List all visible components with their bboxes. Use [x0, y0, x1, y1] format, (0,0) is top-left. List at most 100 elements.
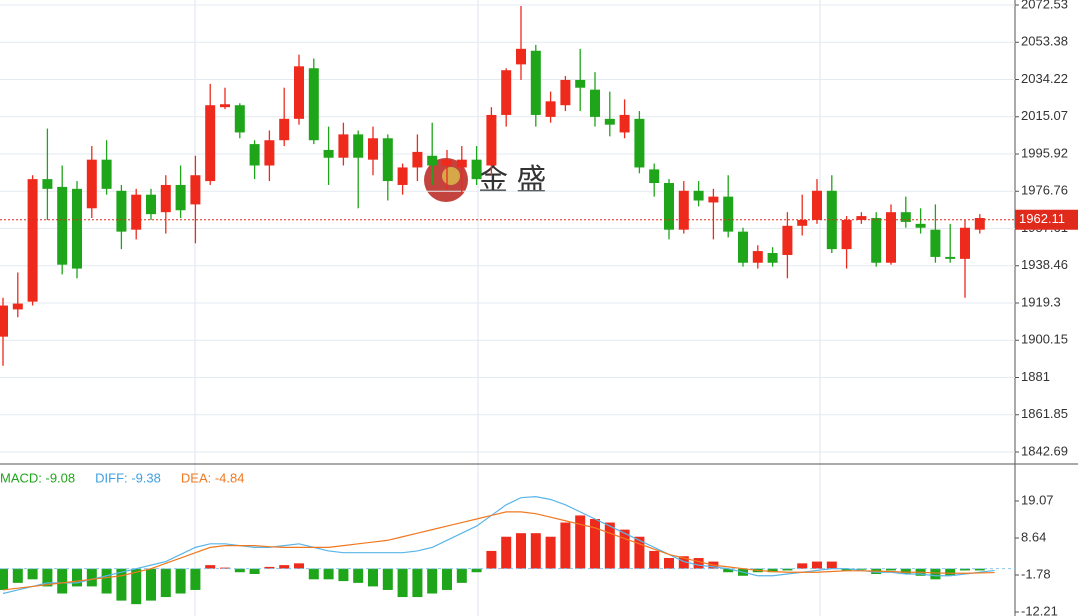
y-tick-label: 1976.76: [1021, 183, 1068, 198]
y-tick-label: 2015.07: [1021, 108, 1068, 123]
macd-bar: [664, 558, 674, 569]
macd-bar: [131, 568, 142, 605]
macd-bar: [27, 568, 38, 580]
macd-bar: [723, 568, 734, 573]
macd-bar: [397, 568, 408, 598]
candle-body: [678, 190, 689, 230]
candle-body: [368, 138, 378, 160]
macd-bar: [353, 568, 364, 583]
macd-bar: [57, 568, 68, 594]
macd-bar: [841, 568, 852, 571]
candle-body: [826, 190, 837, 250]
macd-label: DEA: -4.84: [181, 470, 245, 485]
y-tick-label: 1881: [1021, 369, 1050, 384]
macd-bar: [812, 561, 822, 569]
candle-body: [131, 194, 142, 230]
candle-body: [338, 134, 349, 158]
candle-body: [841, 219, 852, 250]
y-tick-label: 19.07: [1021, 492, 1054, 507]
candle-body: [72, 188, 82, 269]
candle-body: [782, 225, 793, 255]
macd-bar: [442, 568, 452, 590]
candle-body: [693, 190, 704, 201]
candle-body: [264, 140, 275, 166]
macd-bar: [501, 536, 512, 569]
candle-body: [516, 48, 526, 65]
candle-body: [812, 190, 822, 220]
macd-bar: [220, 567, 230, 569]
candle-body: [205, 105, 216, 182]
candle-body: [797, 219, 808, 226]
candle-body: [456, 159, 467, 168]
candle-body: [397, 167, 408, 185]
candle-body: [86, 159, 97, 209]
macd-bar: [382, 568, 393, 590]
candle-body: [871, 218, 882, 263]
candle-body: [604, 118, 615, 125]
candle-body: [0, 305, 8, 337]
candle-body: [234, 105, 245, 133]
diff-line: [2, 496, 995, 595]
candle-body: [323, 149, 334, 158]
macd-bar: [486, 550, 497, 569]
candle-body: [945, 256, 956, 259]
macd-bar: [545, 536, 556, 569]
macd-bar: [427, 568, 438, 594]
y-tick-label: 1919.3: [1021, 294, 1061, 309]
candle-body: [930, 229, 941, 257]
macd-bar: [782, 568, 793, 571]
macd-bar: [930, 568, 941, 580]
macd-bar: [412, 568, 423, 598]
candle-body: [190, 175, 201, 205]
candle-body: [960, 227, 970, 259]
candle-body: [590, 89, 600, 117]
candle-body: [294, 66, 304, 119]
macd-bar: [516, 533, 526, 569]
macd-bar: [900, 568, 911, 574]
macd-bar: [945, 568, 956, 576]
y-tick-label: 8.64: [1021, 529, 1046, 544]
macd-bar: [323, 568, 334, 580]
candle-body: [27, 179, 38, 302]
macd-bar: [619, 529, 630, 569]
candle-body: [900, 212, 911, 222]
candle-body: [471, 159, 482, 180]
y-tick-label: 1995.92: [1021, 145, 1068, 160]
candle-body: [575, 79, 586, 88]
macd-bar: [604, 522, 615, 569]
candle-body: [752, 251, 763, 263]
macd-bar: [101, 568, 112, 594]
macd-bar: [338, 568, 349, 582]
macd-bar: [308, 568, 319, 580]
candle-body: [442, 159, 452, 166]
candle-body: [619, 114, 630, 133]
candle-body: [101, 159, 112, 189]
macd-bar: [471, 568, 482, 573]
candle-body: [279, 118, 290, 141]
candle-body: [723, 196, 734, 232]
candle-body: [353, 134, 364, 158]
macd-bar: [116, 568, 127, 601]
candle-body: [382, 138, 393, 182]
candle-body: [708, 196, 719, 203]
macd-bar: [72, 568, 82, 587]
candle-body: [412, 151, 423, 168]
y-tick-label: -12.21: [1021, 603, 1058, 616]
macd-bar: [294, 563, 304, 569]
current-price-label: 1962.11: [1019, 211, 1065, 226]
macd-bar: [530, 533, 541, 569]
candle-body: [12, 303, 23, 310]
macd-bar: [368, 568, 378, 587]
candle-body: [560, 79, 571, 106]
candle-body: [146, 194, 156, 215]
y-tick-label: 2072.53: [1021, 0, 1068, 11]
macd-bar: [634, 536, 645, 569]
macd-bar: [12, 568, 23, 583]
y-tick-label: 2034.22: [1021, 71, 1068, 86]
macd-bar: [249, 568, 260, 574]
macd-bar: [190, 568, 201, 590]
macd-bar: [86, 568, 97, 587]
candle-body: [767, 253, 778, 263]
macd-bar: [560, 522, 571, 569]
